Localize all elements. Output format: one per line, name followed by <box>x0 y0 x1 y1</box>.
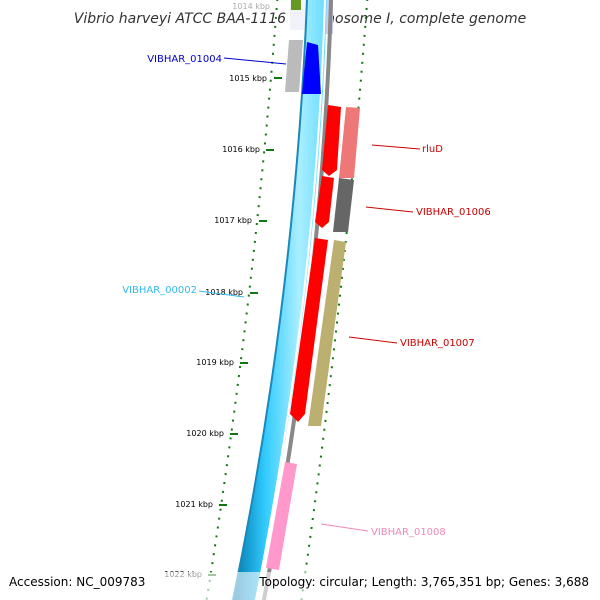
label-vibhar-00002: VIBHAR_00002 <box>122 285 197 296</box>
tick-label-1017: 1017 kbp <box>214 216 252 225</box>
callout-line-vibhar-00002 <box>198 290 245 298</box>
callout-line-vibhar-01007 <box>348 336 398 344</box>
label-rlud: rluD <box>422 144 443 155</box>
label-vibhar-01006: VIBHAR_01006 <box>416 207 491 218</box>
callout-line-vibhar-01006 <box>365 206 414 213</box>
callout-line-vibhar-01004 <box>223 57 287 65</box>
accession-text: Accession: NC_009783 <box>9 575 145 589</box>
gene-vibhar-01008 <box>266 462 297 570</box>
tick-label-1015: 1015 kbp <box>229 74 267 83</box>
tick-label-1021: 1021 kbp <box>175 500 213 509</box>
tick-label-1018: 1018 kbp <box>205 288 243 297</box>
footer-backdrop <box>0 572 600 600</box>
callout-line-vibhar-01008 <box>320 523 369 532</box>
gene-vibhar-01007 <box>290 238 328 422</box>
tick-label-1014: 1014 kbp <box>232 2 270 11</box>
callout-line-rlud <box>371 144 421 150</box>
tick-label-1019: 1019 kbp <box>196 358 234 367</box>
backbone-inner <box>254 0 326 600</box>
top-green-feature <box>291 0 301 10</box>
tick-label-1016: 1016 kbp <box>222 145 260 154</box>
gene-vibhar-01004 <box>302 42 321 94</box>
gene-red-middle <box>315 176 334 228</box>
gene-vibhar-01006 <box>333 178 354 232</box>
label-vibhar-01007: VIBHAR_01007 <box>400 338 475 349</box>
gene-olive <box>308 240 346 426</box>
label-vibhar-01004: VIBHAR_01004 <box>147 54 222 65</box>
gc-skew-edge <box>232 0 308 600</box>
gc-skew-band <box>233 0 327 600</box>
gene-rlud <box>339 107 360 178</box>
gene-gray-1004-strand <box>285 40 303 92</box>
tick-label-1020: 1020 kbp <box>186 429 224 438</box>
label-vibhar-01008: VIBHAR_01008 <box>371 527 446 538</box>
topology-text: Topology: circular; Length: 3,765,351 bp… <box>258 575 589 589</box>
gene-red-top <box>322 105 341 176</box>
